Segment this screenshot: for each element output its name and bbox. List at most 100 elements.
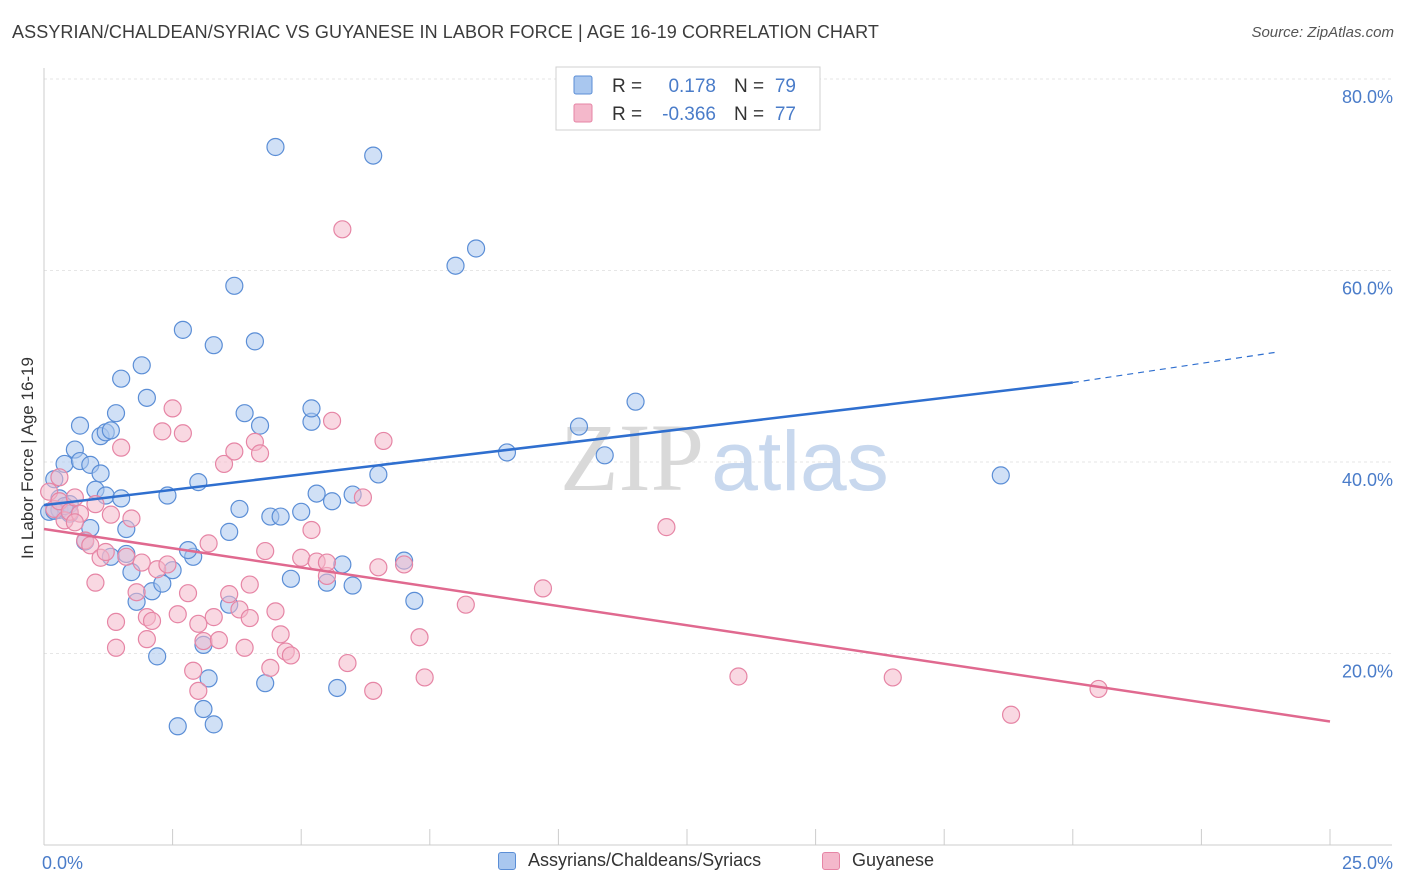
data-point — [333, 555, 352, 574]
data-point — [148, 647, 167, 666]
data-point — [410, 628, 429, 647]
x-tick-label: 25.0% — [1342, 853, 1393, 873]
data-point — [194, 631, 213, 651]
source-label: Source: ZipAtlas.com — [1251, 24, 1394, 41]
data-point — [127, 583, 146, 602]
x-tick-labels: 0.0% 25.0% — [42, 853, 1393, 873]
data-point — [158, 555, 177, 574]
data-point — [250, 444, 270, 463]
watermark-atlas: atlas — [711, 414, 888, 508]
trend-line-pink — [43, 527, 1331, 723]
data-point — [353, 488, 373, 507]
watermark: ZIP atlas — [560, 404, 889, 511]
data-point — [266, 137, 285, 157]
data-point — [163, 399, 182, 418]
trend-lines — [43, 351, 1331, 723]
data-point — [281, 646, 301, 665]
data-point — [137, 630, 156, 649]
stats-n-value: 77 — [775, 104, 796, 125]
data-point — [292, 502, 311, 521]
data-point — [569, 417, 589, 436]
y-tick-label: 80.0% — [1342, 87, 1393, 107]
data-point — [626, 392, 645, 411]
data-point — [271, 625, 290, 644]
data-point — [106, 612, 126, 632]
data-point — [220, 585, 239, 604]
stats-r-label: R = — [612, 104, 642, 125]
legend-swatch-blue — [498, 851, 516, 870]
legend-item-guyanese[interactable]: Guyanese — [822, 850, 934, 871]
stats-n-value: 79 — [775, 76, 796, 97]
stats-legend: R = 0.178 N = 79 R = -0.366 N = 77 — [555, 66, 821, 131]
data-point — [364, 146, 383, 165]
data-point — [250, 416, 270, 435]
data-point — [271, 507, 290, 526]
stats-r-label: R = — [612, 76, 642, 97]
data-point — [302, 399, 321, 418]
data-point — [220, 522, 239, 541]
trend-line-blue — [43, 381, 1073, 507]
legend-swatch-pink — [822, 851, 840, 870]
stats-swatch-pink — [573, 103, 593, 123]
data-point — [302, 520, 321, 540]
stats-r-value: -0.366 — [662, 104, 716, 125]
data-point — [178, 584, 198, 603]
data-point — [70, 416, 90, 435]
legend-item-assyrians[interactable]: Assyrians/Chaldeans/Syriacs — [498, 850, 761, 871]
data-point — [317, 553, 337, 572]
y-tick-label: 40.0% — [1342, 470, 1393, 490]
data-point — [307, 484, 326, 503]
data-point — [466, 239, 486, 258]
data-point — [338, 653, 357, 673]
data-point — [266, 602, 285, 621]
data-point — [729, 667, 748, 686]
data-point — [281, 569, 301, 588]
data-point — [117, 547, 136, 566]
data-point — [50, 468, 69, 487]
legend-label-guyanese: Guyanese — [852, 850, 935, 870]
data-point — [328, 678, 347, 698]
stats-r-value: 0.178 — [668, 76, 716, 97]
data-point — [657, 518, 676, 537]
data-point — [1001, 705, 1021, 724]
data-point — [122, 509, 141, 528]
data-point — [497, 443, 517, 462]
y-tick-label: 60.0% — [1342, 279, 1393, 299]
data-point — [322, 411, 342, 430]
data-point — [374, 431, 393, 451]
data-point — [322, 492, 342, 511]
data-point — [142, 611, 162, 631]
data-point — [883, 668, 902, 687]
data-point — [189, 614, 208, 633]
data-point — [245, 332, 265, 351]
data-point — [173, 320, 192, 339]
data-point — [137, 388, 156, 407]
y-tick-labels: 20.0% 40.0% 60.0% 80.0% — [1342, 87, 1393, 682]
trend-line-blue-extension — [1072, 351, 1279, 384]
data-point — [101, 505, 120, 524]
data-point — [415, 668, 434, 687]
data-point — [106, 638, 126, 657]
data-point — [173, 424, 192, 443]
gridlines — [44, 78, 1392, 654]
data-point — [261, 658, 280, 677]
data-point — [595, 446, 614, 465]
x-tick-label: 0.0% — [42, 853, 83, 873]
data-point — [456, 595, 475, 614]
data-point — [189, 681, 208, 700]
stats-n-label: N = — [734, 76, 764, 97]
data-point — [112, 438, 131, 457]
legend-label-assyrians: Assyrians/Chaldeans/Syriacs — [528, 850, 762, 870]
data-point — [204, 715, 223, 734]
data-point — [369, 558, 388, 577]
data-point — [204, 336, 223, 355]
data-point — [168, 605, 187, 624]
data-point — [533, 579, 553, 598]
data-point — [991, 466, 1010, 485]
data-point — [96, 542, 115, 562]
data-point — [214, 454, 234, 474]
data-point — [199, 669, 218, 688]
data-point — [394, 555, 414, 574]
data-point — [65, 513, 84, 532]
